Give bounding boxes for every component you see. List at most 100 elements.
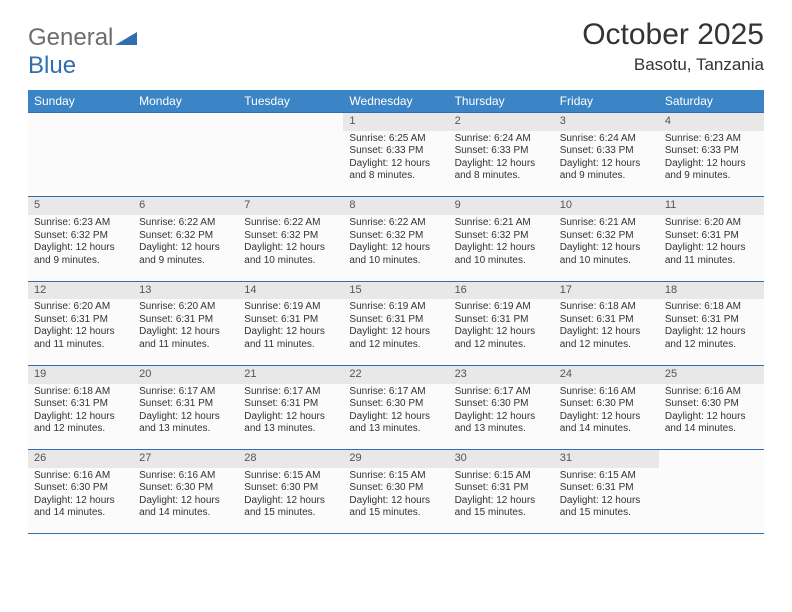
daylight-text: Daylight: 12 hours — [34, 495, 127, 508]
sunset-text: Sunset: 6:31 PM — [139, 314, 232, 327]
sunset-text: Sunset: 6:32 PM — [455, 230, 548, 243]
sunset-text: Sunset: 6:31 PM — [560, 482, 653, 495]
daylight-text: and 12 minutes. — [455, 339, 548, 352]
sunset-text: Sunset: 6:31 PM — [560, 314, 653, 327]
day-header-row: Sunday Monday Tuesday Wednesday Thursday… — [28, 90, 764, 113]
daylight-text: Daylight: 12 hours — [244, 495, 337, 508]
day-content-cell: Sunrise: 6:23 AMSunset: 6:32 PMDaylight:… — [28, 215, 133, 281]
day-number-cell: 1 — [343, 113, 448, 131]
daylight-text: and 14 minutes. — [665, 423, 758, 436]
day-number-cell: 3 — [554, 113, 659, 131]
daylight-text: and 13 minutes. — [139, 423, 232, 436]
sunrise-text: Sunrise: 6:22 AM — [349, 217, 442, 230]
sunset-text: Sunset: 6:31 PM — [34, 398, 127, 411]
sunrise-text: Sunrise: 6:19 AM — [455, 301, 548, 314]
logo-triangle-icon — [115, 24, 137, 52]
daylight-text: and 14 minutes. — [34, 507, 127, 520]
week-content-row: Sunrise: 6:16 AMSunset: 6:30 PMDaylight:… — [28, 468, 764, 534]
day-number-cell: 12 — [28, 281, 133, 299]
sunset-text: Sunset: 6:31 PM — [665, 314, 758, 327]
daylight-text: Daylight: 12 hours — [244, 411, 337, 424]
sunset-text: Sunset: 6:33 PM — [455, 145, 548, 158]
sunset-text: Sunset: 6:31 PM — [139, 398, 232, 411]
day-number-cell: 2 — [449, 113, 554, 131]
daylight-text: Daylight: 12 hours — [455, 158, 548, 171]
day-content-cell: Sunrise: 6:21 AMSunset: 6:32 PMDaylight:… — [449, 215, 554, 281]
daylight-text: and 11 minutes. — [244, 339, 337, 352]
day-number-cell: 18 — [659, 281, 764, 299]
sunrise-text: Sunrise: 6:18 AM — [560, 301, 653, 314]
day-number-cell: 13 — [133, 281, 238, 299]
sunrise-text: Sunrise: 6:23 AM — [34, 217, 127, 230]
daylight-text: and 8 minutes. — [349, 170, 442, 183]
daylight-text: and 10 minutes. — [560, 255, 653, 268]
logo-word-2: Blue — [28, 52, 76, 79]
daylight-text: Daylight: 12 hours — [349, 411, 442, 424]
day-content-cell: Sunrise: 6:22 AMSunset: 6:32 PMDaylight:… — [133, 215, 238, 281]
day-content-cell: Sunrise: 6:24 AMSunset: 6:33 PMDaylight:… — [449, 131, 554, 197]
daylight-text: and 12 minutes. — [34, 423, 127, 436]
daylight-text: and 14 minutes. — [139, 507, 232, 520]
day-number-cell: 24 — [554, 365, 659, 383]
daylight-text: Daylight: 12 hours — [560, 495, 653, 508]
day-number-cell: 21 — [238, 365, 343, 383]
sunrise-text: Sunrise: 6:15 AM — [349, 470, 442, 483]
daylight-text: Daylight: 12 hours — [665, 326, 758, 339]
daylight-text: Daylight: 12 hours — [34, 242, 127, 255]
day-header: Tuesday — [238, 90, 343, 113]
week-content-row: Sunrise: 6:25 AMSunset: 6:33 PMDaylight:… — [28, 131, 764, 197]
day-number-cell: 26 — [28, 450, 133, 468]
day-number-cell: 9 — [449, 197, 554, 215]
sunset-text: Sunset: 6:31 PM — [349, 314, 442, 327]
day-number-cell: 23 — [449, 365, 554, 383]
daylight-text: Daylight: 12 hours — [244, 326, 337, 339]
daylight-text: Daylight: 12 hours — [455, 495, 548, 508]
day-content-cell: Sunrise: 6:21 AMSunset: 6:32 PMDaylight:… — [554, 215, 659, 281]
sunrise-text: Sunrise: 6:22 AM — [139, 217, 232, 230]
daylight-text: Daylight: 12 hours — [455, 411, 548, 424]
daylight-text: and 13 minutes. — [349, 423, 442, 436]
daylight-text: Daylight: 12 hours — [349, 495, 442, 508]
daylight-text: Daylight: 12 hours — [34, 411, 127, 424]
sunset-text: Sunset: 6:30 PM — [665, 398, 758, 411]
day-content-cell: Sunrise: 6:20 AMSunset: 6:31 PMDaylight:… — [133, 299, 238, 365]
daylight-text: Daylight: 12 hours — [560, 158, 653, 171]
sunrise-text: Sunrise: 6:15 AM — [455, 470, 548, 483]
day-header: Sunday — [28, 90, 133, 113]
day-content-cell: Sunrise: 6:18 AMSunset: 6:31 PMDaylight:… — [554, 299, 659, 365]
sunrise-text: Sunrise: 6:16 AM — [560, 386, 653, 399]
daylight-text: Daylight: 12 hours — [34, 326, 127, 339]
daylight-text: Daylight: 12 hours — [349, 158, 442, 171]
sunset-text: Sunset: 6:33 PM — [349, 145, 442, 158]
day-number-cell: 20 — [133, 365, 238, 383]
daylight-text: Daylight: 12 hours — [244, 242, 337, 255]
day-content-cell: Sunrise: 6:25 AMSunset: 6:33 PMDaylight:… — [343, 131, 448, 197]
day-header: Saturday — [659, 90, 764, 113]
sunrise-text: Sunrise: 6:22 AM — [244, 217, 337, 230]
sunrise-text: Sunrise: 6:19 AM — [349, 301, 442, 314]
daylight-text: and 15 minutes. — [349, 507, 442, 520]
day-content-cell: Sunrise: 6:17 AMSunset: 6:31 PMDaylight:… — [238, 384, 343, 450]
sunset-text: Sunset: 6:30 PM — [455, 398, 548, 411]
day-content-cell: Sunrise: 6:17 AMSunset: 6:31 PMDaylight:… — [133, 384, 238, 450]
logo-text: General Blue — [28, 24, 137, 80]
week-daynum-row: 12131415161718 — [28, 281, 764, 299]
daylight-text: and 9 minutes. — [139, 255, 232, 268]
day-number-cell: 11 — [659, 197, 764, 215]
day-number-cell: 10 — [554, 197, 659, 215]
sunrise-text: Sunrise: 6:18 AM — [34, 386, 127, 399]
day-number-cell — [238, 113, 343, 131]
daylight-text: and 12 minutes. — [560, 339, 653, 352]
day-content-cell: Sunrise: 6:22 AMSunset: 6:32 PMDaylight:… — [238, 215, 343, 281]
day-content-cell — [238, 131, 343, 197]
sunset-text: Sunset: 6:30 PM — [244, 482, 337, 495]
day-content-cell: Sunrise: 6:16 AMSunset: 6:30 PMDaylight:… — [554, 384, 659, 450]
sunrise-text: Sunrise: 6:20 AM — [139, 301, 232, 314]
sunset-text: Sunset: 6:32 PM — [349, 230, 442, 243]
sunset-text: Sunset: 6:33 PM — [665, 145, 758, 158]
sunset-text: Sunset: 6:31 PM — [244, 314, 337, 327]
sunrise-text: Sunrise: 6:23 AM — [665, 133, 758, 146]
day-content-cell — [659, 468, 764, 534]
day-content-cell: Sunrise: 6:17 AMSunset: 6:30 PMDaylight:… — [343, 384, 448, 450]
daylight-text: Daylight: 12 hours — [139, 495, 232, 508]
